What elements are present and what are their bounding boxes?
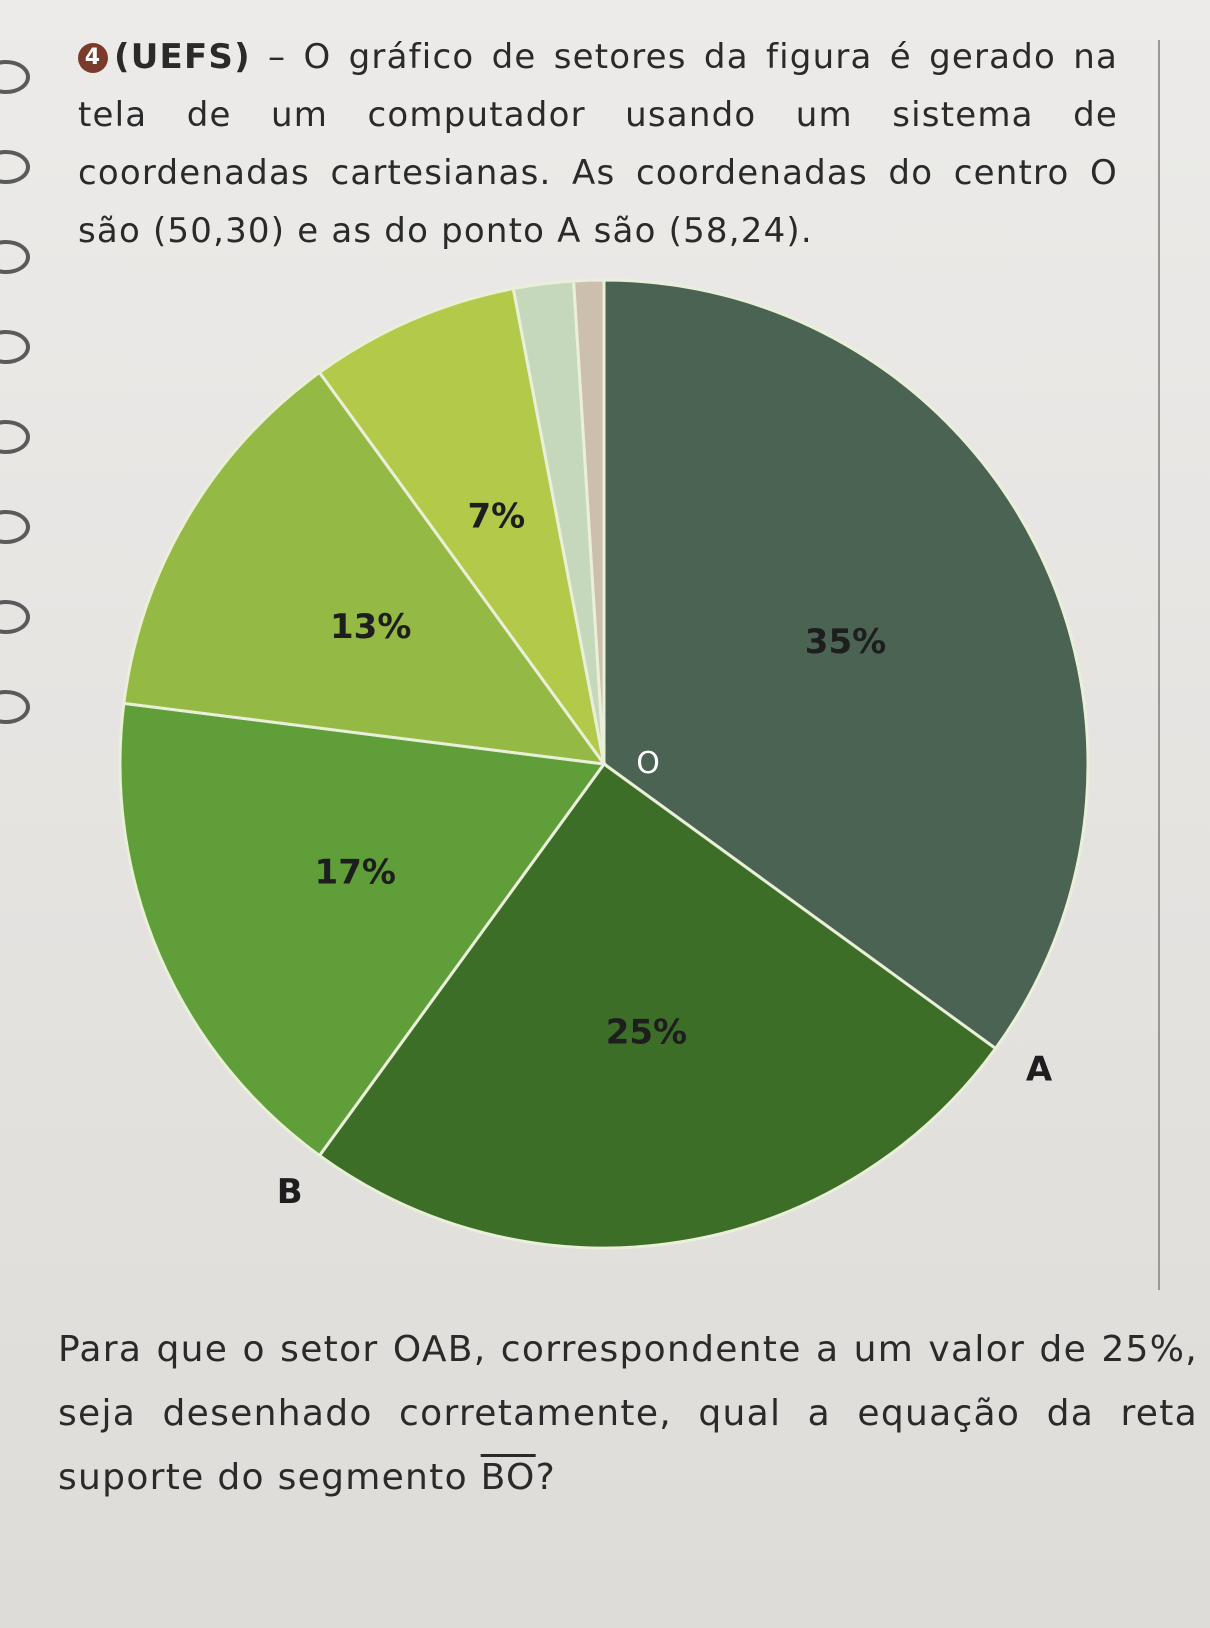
spiral-ring-icon [0, 60, 30, 94]
point-a-label: A [1026, 1049, 1053, 1089]
spiral-ring-icon [0, 600, 30, 634]
spiral-ring-icon [0, 150, 30, 184]
point-b-label: B [277, 1172, 303, 1212]
pie-slice [317, 286, 606, 765]
pie-slice [572, 278, 606, 765]
question-text: 4 (UEFS) – O gráfico de setores da figura… [78, 28, 1118, 260]
pie-slice [317, 761, 998, 1250]
pie-labels: 35% 25% 17% 13% 7% A B O [277, 496, 1053, 1212]
margin-line [1158, 40, 1160, 1290]
segment-bo: BO [480, 1457, 536, 1498]
question-body: – O gráfico de setores da figura é gerad… [78, 37, 1118, 251]
spiral-ring-icon [0, 240, 30, 274]
prompt-end: ? [535, 1457, 557, 1498]
question-number-badge: 4 [78, 43, 108, 73]
pie-slice [118, 701, 607, 1158]
prompt-text: Para que o setor OAB, correspondente a u… [58, 1329, 1198, 1498]
spiral-ring-icon [0, 420, 30, 454]
notebook-spiral [0, 40, 34, 800]
pie-slice [122, 370, 608, 766]
pie-slices [118, 278, 1090, 1250]
slice-value-label: 13% [330, 607, 411, 647]
spiral-ring-icon [0, 510, 30, 544]
question-source: (UEFS) [114, 37, 251, 77]
slice-value-label: 17% [315, 853, 396, 893]
slice-value-label: 35% [805, 622, 886, 662]
spiral-ring-icon [0, 690, 30, 724]
question-prompt: Para que o setor OAB, correspondente a u… [58, 1318, 1198, 1510]
slice-value-label: 7% [467, 496, 525, 536]
spiral-ring-icon [0, 330, 30, 364]
slice-value-label: 25% [606, 1013, 687, 1053]
center-o-label: O [636, 746, 660, 781]
pie-slice [602, 278, 1090, 1051]
